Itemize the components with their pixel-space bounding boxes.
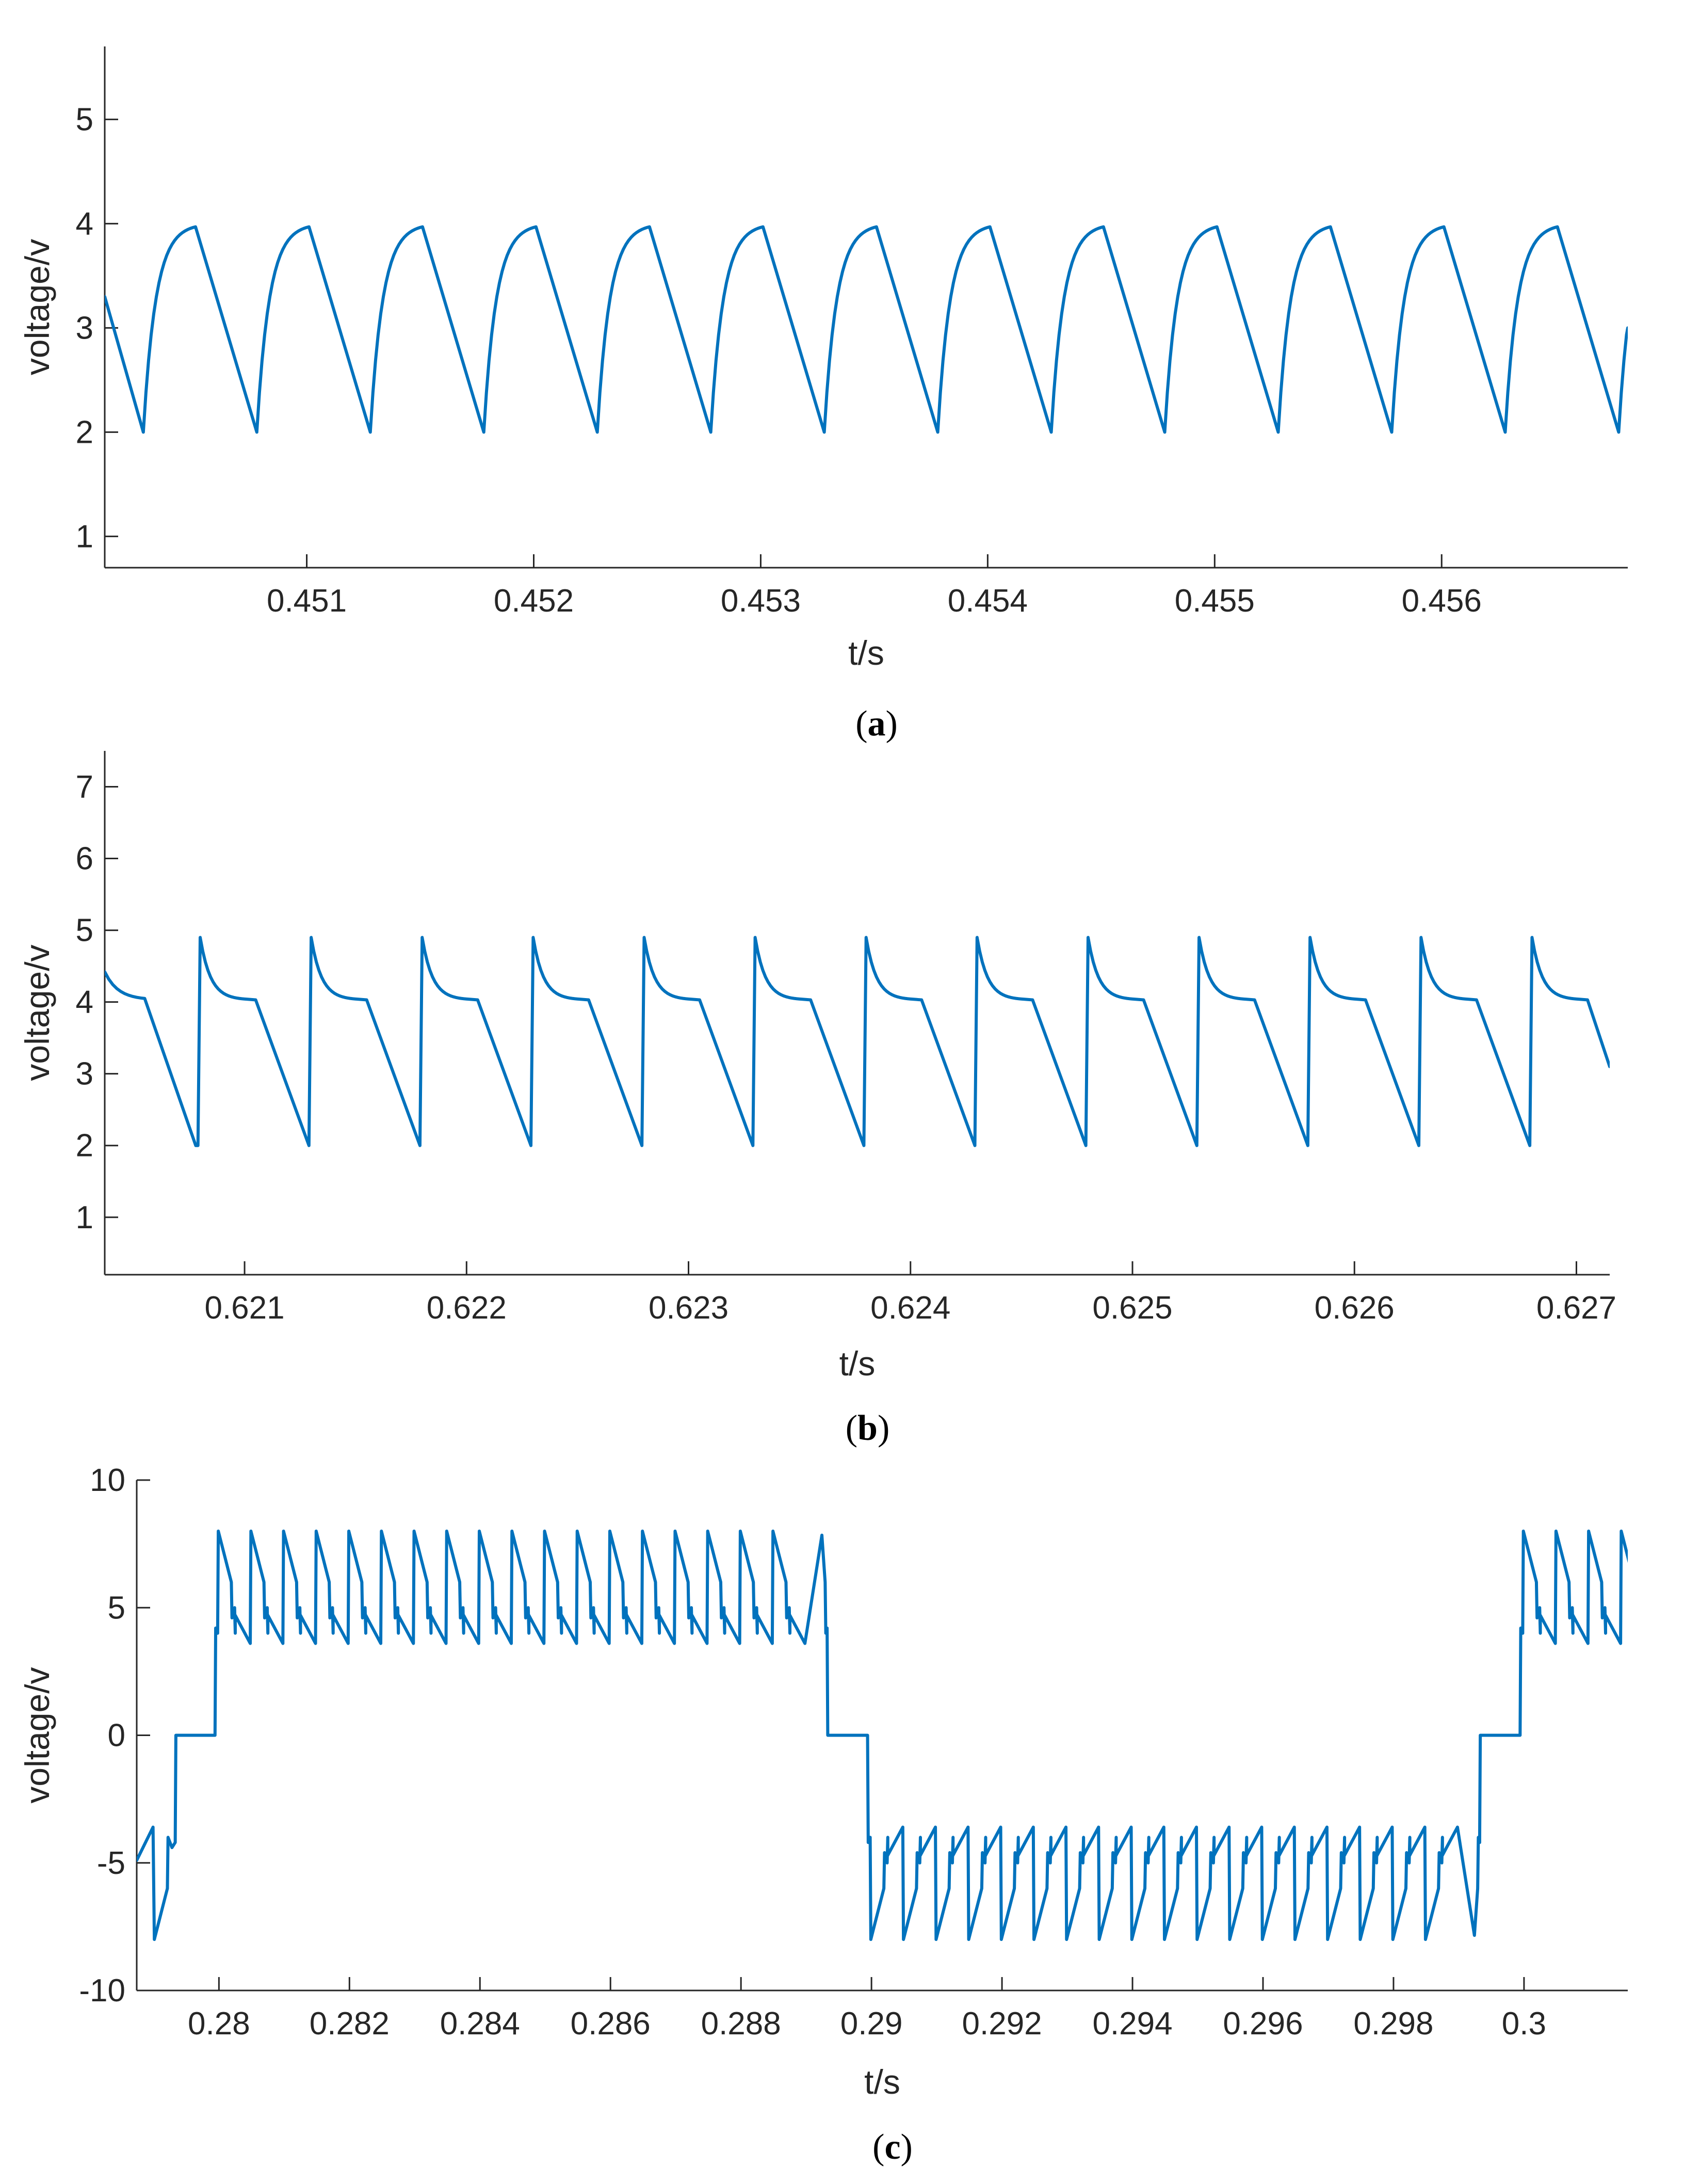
caption-open: ( xyxy=(872,2127,884,2167)
caption-open: ( xyxy=(846,1408,857,1448)
x-tick-label: 0.454 xyxy=(948,583,1028,619)
caption-close: ) xyxy=(878,1408,889,1448)
y-tick-label: 3 xyxy=(76,310,93,346)
y-tick-label: 2 xyxy=(76,414,93,450)
y-axis-label: voltage/v xyxy=(18,944,56,1081)
x-tick-label: 0.288 xyxy=(701,2006,781,2042)
x-axis-label: t/s xyxy=(848,634,884,672)
y-tick-label: 2 xyxy=(76,1128,93,1164)
x-tick-label: 0.623 xyxy=(649,1290,728,1326)
x-tick-label: 0.452 xyxy=(494,583,574,619)
panel-caption: (c) xyxy=(872,2127,913,2167)
x-tick-label: 0.453 xyxy=(721,583,801,619)
caption-close: ) xyxy=(901,2127,913,2167)
x-tick-label: 0.28 xyxy=(188,2006,250,2042)
y-tick-label: 6 xyxy=(76,841,93,877)
x-tick-label: 0.3 xyxy=(1502,2006,1546,2042)
x-axis-label: t/s xyxy=(839,1344,876,1383)
caption-open: ( xyxy=(855,704,867,744)
x-tick-label: 0.456 xyxy=(1402,583,1482,619)
caption-letter: c xyxy=(884,2127,900,2167)
y-tick-label: 5 xyxy=(76,102,93,137)
x-tick-label: 0.627 xyxy=(1536,1290,1616,1326)
x-tick-label: 0.292 xyxy=(962,2006,1042,2042)
x-tick-label: 0.621 xyxy=(204,1290,284,1326)
x-tick-label: 0.451 xyxy=(267,583,347,619)
y-tick-label: -5 xyxy=(97,1845,125,1881)
chart-panel-a: 0.451 0.452 0.453 0.454 0.455 0.456 1 2 3 4 5 t/s vo… xyxy=(18,46,1628,744)
x-axis-label: t/s xyxy=(864,2063,900,2101)
series-line xyxy=(137,1529,1628,1941)
chart-panel-c: 0.28 0.282 0.284 0.286 0.288 0.29 0.292 0.294 0.… xyxy=(18,1463,1628,2167)
y-tick-label: 10 xyxy=(90,1463,125,1498)
panel-caption: (a) xyxy=(855,704,898,744)
x-tick-label: 0.286 xyxy=(571,2006,651,2042)
series-line xyxy=(105,225,1628,434)
x-tick-label: 0.622 xyxy=(427,1290,507,1326)
y-tick-label: 1 xyxy=(76,1200,93,1235)
x-tick-label: 0.455 xyxy=(1175,583,1255,619)
x-tick-label: 0.294 xyxy=(1092,2006,1172,2042)
chart-panel-b: 0.621 0.622 0.623 0.624 0.625 0.626 0.627 1 2 3 4 5… xyxy=(18,751,1616,1448)
caption-close: ) xyxy=(886,704,898,744)
x-tick-label: 0.29 xyxy=(840,2006,903,2042)
y-axis-label: voltage/v xyxy=(18,1667,56,1803)
y-tick-label: 7 xyxy=(76,769,93,805)
x-tick-label: 0.298 xyxy=(1353,2006,1433,2042)
y-tick-label: 0 xyxy=(108,1718,125,1754)
y-tick-label: 4 xyxy=(76,985,93,1020)
caption-letter: b xyxy=(857,1408,878,1448)
x-tick-label: 0.626 xyxy=(1315,1290,1395,1326)
panel-caption: (b) xyxy=(846,1408,890,1448)
y-axis-label: voltage/v xyxy=(18,239,56,375)
caption-letter: a xyxy=(868,704,886,744)
y-tick-label: 1 xyxy=(76,519,93,554)
x-tick-label: 0.284 xyxy=(440,2006,520,2042)
y-tick-label: 5 xyxy=(76,913,93,949)
y-tick-label: 3 xyxy=(76,1056,93,1092)
series-line xyxy=(105,936,1610,1147)
y-tick-label: 4 xyxy=(76,206,93,242)
y-tick-label: 5 xyxy=(108,1590,125,1626)
y-tick-label: -10 xyxy=(79,1973,125,2009)
x-tick-label: 0.625 xyxy=(1092,1290,1172,1326)
x-tick-label: 0.296 xyxy=(1223,2006,1303,2042)
x-tick-label: 0.282 xyxy=(310,2006,390,2042)
x-tick-label: 0.624 xyxy=(870,1290,950,1326)
